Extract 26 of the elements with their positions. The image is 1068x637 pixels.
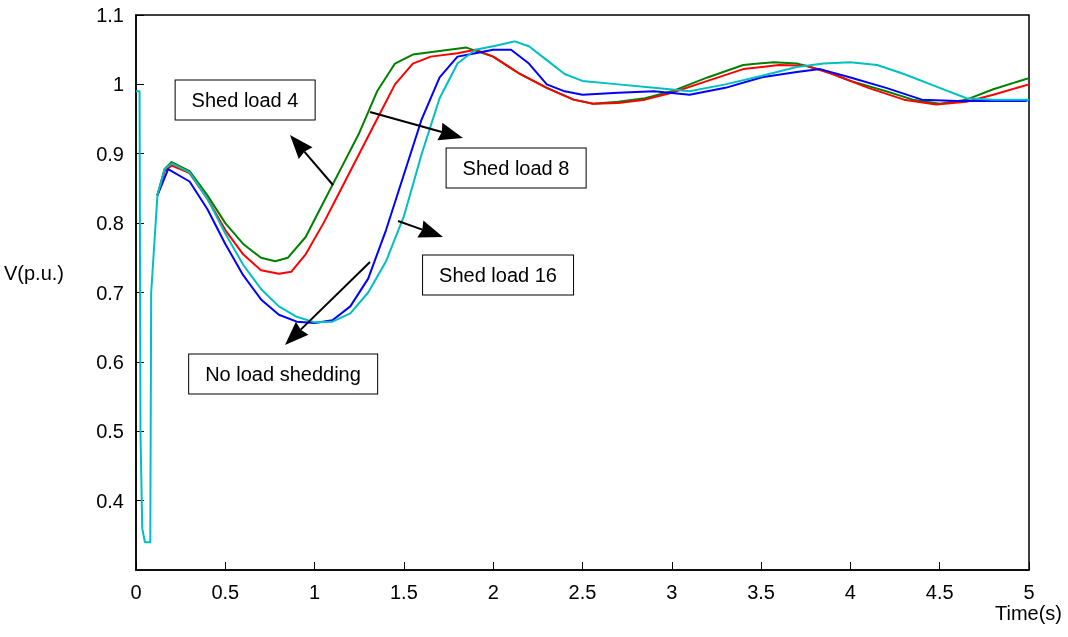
annotation: Shed load 4 [174,79,316,121]
y-tick-label: 0.5 [96,420,124,443]
x-tick-label: 3 [666,581,678,603]
x-tick-label: 3.5 [747,581,776,603]
y-tick-label: 0.7 [96,281,124,304]
y-tick-label: 0.6 [96,350,124,373]
x-tick-label: 1 [309,581,321,603]
y-tick-label: 0.8 [96,212,124,235]
x-tick-label: 0.5 [211,581,240,603]
x-axis-title: Time(s) [994,602,1062,625]
x-tick-label: 0 [130,581,142,603]
annotation: Shed load 8 [445,147,587,189]
y-tick-label: 0.9 [96,142,124,165]
x-tick-label: 4 [844,581,856,603]
x-tick-label: 5 [1023,581,1035,603]
y-tick-label: 1 [112,73,124,96]
annotation: No load shedding [188,353,378,395]
y-tick-label: 1.1 [96,4,124,26]
line-series [135,40,1030,544]
x-tick-label: 4.5 [925,581,954,603]
annotation: Shed load 16 [422,254,574,296]
y-tick-label: 0.4 [96,489,124,512]
x-tick-label: 2 [487,581,499,603]
y-axis-title: V(p.u.) [4,262,65,285]
x-tick-label: 1.5 [389,581,418,603]
x-tick-label: 2.5 [568,581,597,603]
